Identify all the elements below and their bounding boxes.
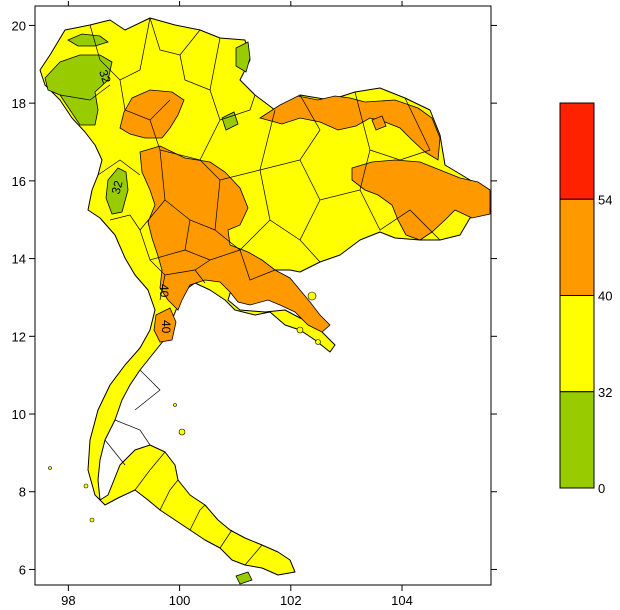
legend-label: 0 (598, 481, 605, 496)
legend-swatch (559, 102, 595, 200)
orange-area-small-ne (371, 115, 387, 131)
green-area-south (235, 571, 253, 585)
legend-label: 54 (598, 192, 612, 207)
y-tick-label: 18 (12, 96, 26, 111)
contour-label: 40 (159, 320, 173, 334)
y-tick-label: 10 (12, 407, 26, 422)
class-0-32-areas (44, 33, 253, 585)
orange-area-south-strip (153, 307, 177, 343)
green-area-top (67, 33, 109, 47)
y-tick-label: 8 (19, 485, 26, 500)
x-tick-label: 104 (391, 593, 413, 608)
contour-label: 40 (157, 284, 171, 298)
x-tick-label: 100 (169, 593, 191, 608)
legend-swatch (559, 198, 595, 296)
green-area-east-small (221, 111, 239, 131)
contour-labels: 32 32 40 40 (96, 68, 173, 334)
legend: 54 40 32 0 (559, 102, 612, 496)
x-tick-label: 98 (61, 593, 75, 608)
green-area-north (44, 54, 113, 126)
contour-label: 32 (109, 179, 126, 196)
legend-swatch (559, 295, 595, 393)
orange-area-east (351, 159, 491, 241)
green-area-west (105, 167, 129, 215)
islands (48, 291, 321, 523)
province-boundaries (59, 17, 441, 566)
orange-area-central (139, 145, 331, 333)
y-tick-label: 14 (12, 252, 26, 267)
legend-label: 40 (598, 289, 612, 304)
orange-area-northeast (259, 95, 441, 161)
y-tick-label: 6 (19, 562, 26, 577)
class-40-54-areas (119, 89, 491, 343)
green-area-northeast (235, 41, 251, 73)
legend-label: 32 (598, 385, 612, 400)
x-tick-label: 102 (280, 593, 302, 608)
y-tick-label: 16 (12, 174, 26, 189)
contour-label: 32 (96, 68, 114, 86)
y-tick-label: 12 (12, 329, 26, 344)
legend-swatch (559, 391, 595, 489)
axes: 98 100 102 104 6 8 10 12 14 16 18 20 (12, 1, 497, 608)
y-tick-label: 20 (12, 18, 26, 33)
